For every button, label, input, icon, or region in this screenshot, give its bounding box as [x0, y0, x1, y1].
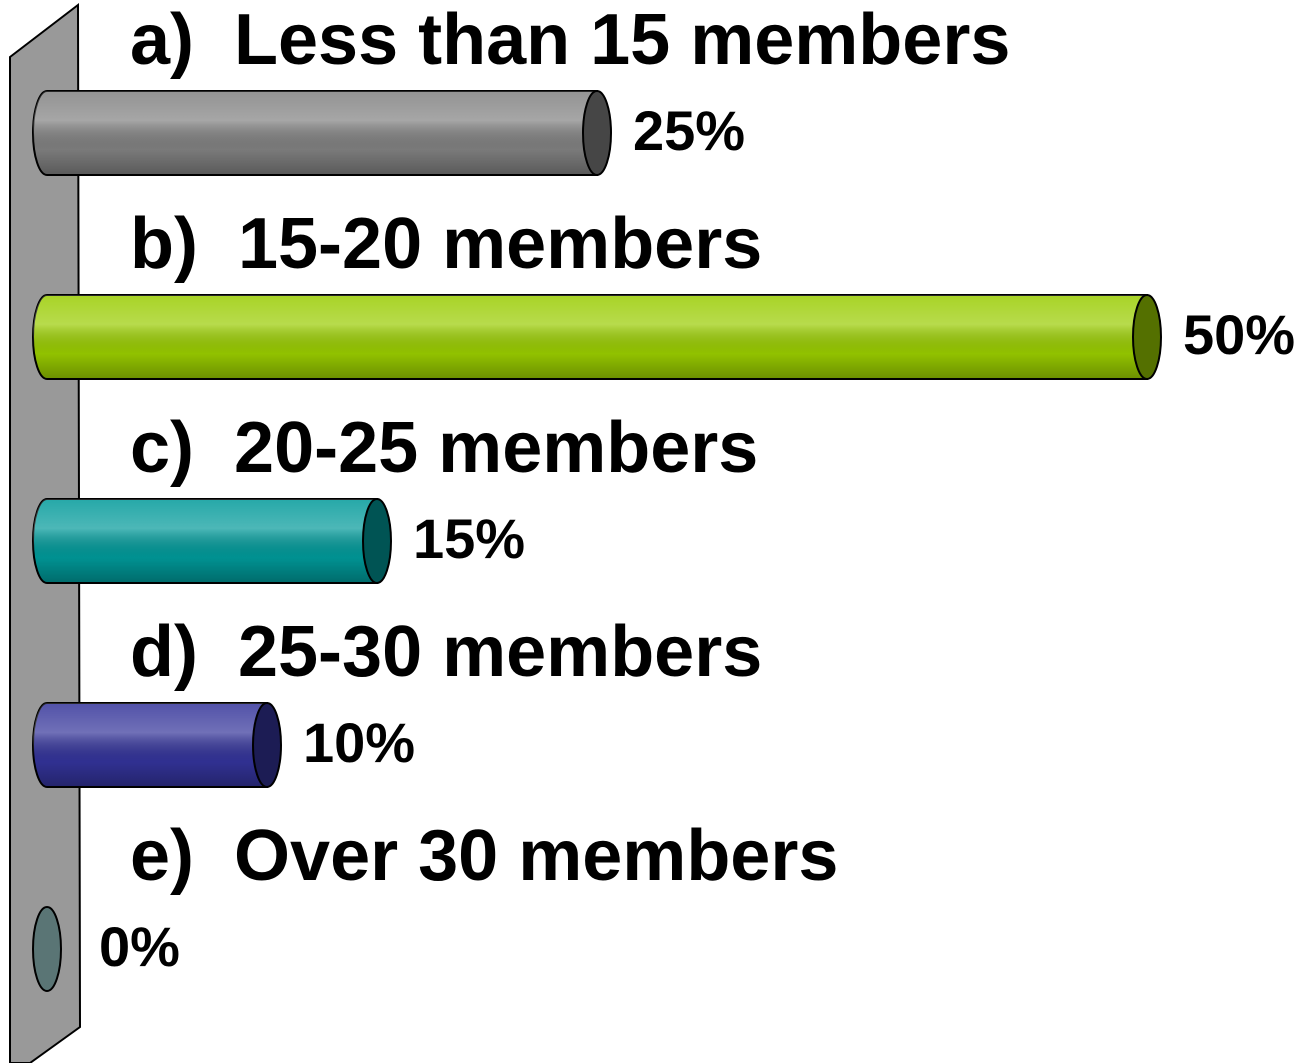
bar-cap: [252, 702, 282, 788]
category-label: a) Less than 15 members: [130, 0, 1010, 80]
bar-cap-shade: [363, 499, 391, 583]
bar: [32, 906, 62, 992]
bar-cap-shade: [583, 91, 611, 175]
category-label: c) 20-25 members: [130, 408, 758, 488]
bar-shine: [33, 499, 377, 583]
bar-cap: [1132, 294, 1162, 380]
bar-shine: [33, 295, 1147, 379]
value-label: 0%: [99, 915, 180, 978]
bar-cap: [582, 90, 612, 176]
value-label: 25%: [633, 99, 745, 162]
category-label: d) 25-30 members: [130, 612, 762, 692]
bar: [32, 294, 1162, 380]
bar-cap-shade: [33, 907, 61, 991]
category-label: b) 15-20 members: [130, 204, 762, 284]
bar-cap: [32, 906, 62, 992]
bar: [32, 90, 612, 176]
bar-shine: [33, 91, 597, 175]
bar: [32, 702, 282, 788]
bar-cap-shade: [253, 703, 281, 787]
value-label: 50%: [1183, 303, 1295, 366]
value-label: 15%: [413, 507, 525, 570]
bar-shine: [33, 703, 267, 787]
bar-cap: [362, 498, 392, 584]
bar-cap-shade: [1133, 295, 1161, 379]
bar: [32, 498, 392, 584]
value-label: 10%: [303, 711, 415, 774]
category-label: e) Over 30 members: [130, 816, 838, 896]
